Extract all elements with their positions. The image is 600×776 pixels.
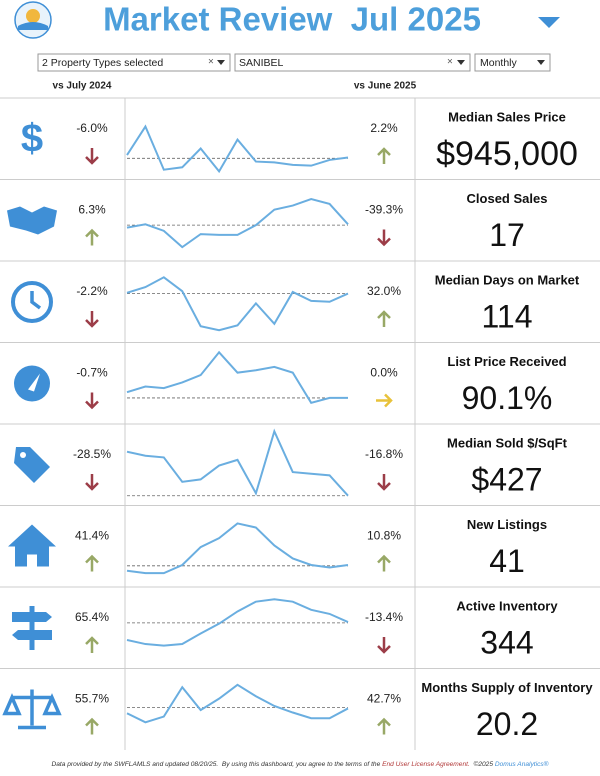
icon-sign-post	[29, 606, 35, 650]
trend-arrow	[85, 474, 99, 491]
metric-label: List Price Received	[447, 354, 566, 369]
logo-sun	[26, 9, 40, 23]
mom-change: 2.2%	[370, 121, 398, 135]
sparkline	[126, 683, 349, 724]
mom-change: -39.3%	[365, 203, 403, 217]
caret	[457, 60, 465, 65]
mom-change: 42.7%	[367, 692, 401, 706]
yoy-change: -0.7%	[76, 366, 108, 380]
icon-gauge	[14, 365, 50, 402]
trend-arrow	[377, 229, 391, 247]
yoy-change: -28.5%	[73, 447, 111, 461]
icon-handshake	[7, 206, 57, 235]
caret	[537, 60, 545, 65]
trend-arrow	[377, 147, 391, 164]
sparkline	[126, 276, 349, 332]
mom-change: -16.8%	[365, 447, 403, 461]
clear[interactable]: ×	[208, 57, 214, 68]
property-filter-text: 2 Property Types selected	[42, 57, 163, 69]
trend-arrow	[376, 393, 393, 408]
metric-value: 41	[489, 543, 525, 579]
sparkline	[126, 350, 348, 404]
icon-house	[8, 524, 56, 567]
mom-header: vs June 2025	[354, 81, 417, 92]
trend-arrow	[85, 636, 99, 653]
yoy-change: 65.4%	[75, 610, 109, 624]
mom-change: 32.0%	[367, 284, 401, 298]
sparkline	[126, 124, 349, 174]
icon-clock-hands	[30, 291, 42, 310]
yoy-change: 41.4%	[75, 529, 109, 543]
footer: Data provided by the SWFLAMLS and update…	[51, 760, 548, 768]
sparkline	[126, 598, 349, 647]
icon-gauge-needle	[28, 373, 40, 392]
metric-label: Median Sold $/SqFt	[447, 435, 568, 450]
mom-change: 0.0%	[370, 366, 398, 380]
trend-arrow	[85, 554, 99, 572]
sparkline	[126, 428, 349, 497]
mom-change: -13.4%	[365, 610, 403, 624]
icon-tag	[14, 447, 50, 483]
icon-sign	[12, 612, 52, 640]
caret	[217, 60, 225, 65]
metric-value: 20.2	[476, 706, 538, 742]
metric-value: 344	[480, 624, 533, 660]
trend-arrow	[377, 637, 391, 654]
area-filter-text: SANIBEL	[239, 57, 284, 69]
trend-arrow	[377, 310, 391, 327]
yoy-change: -6.0%	[76, 121, 108, 135]
property-filter[interactable]	[37, 53, 231, 72]
icon-clock	[11, 281, 53, 323]
metric-label: Median Days on Market	[435, 272, 580, 287]
period-filter-text: Monthly	[480, 57, 518, 69]
sparkline	[126, 198, 349, 249]
icon-tag-hole	[20, 452, 26, 458]
metric-value: 90.1%	[462, 380, 553, 416]
menu-toggle[interactable]	[538, 17, 560, 28]
metric-value: 114	[481, 298, 532, 334]
metric-label: Median Sales Price	[448, 109, 566, 124]
trend-arrow	[85, 148, 99, 165]
mom-change: 10.8%	[367, 529, 401, 543]
trend-arrow	[85, 311, 99, 328]
footer-text: Data provided by the SWFLAMLS and update…	[51, 761, 382, 768]
trend-arrow	[377, 554, 391, 572]
icon-scale	[2, 689, 62, 730]
trend-arrow	[85, 228, 99, 246]
yoy-header: vs July 2024	[53, 81, 112, 92]
metric-label: Closed Sales	[467, 191, 548, 206]
metric-label: Active Inventory	[456, 598, 558, 613]
metric-value: $427	[471, 461, 542, 497]
period-filter[interactable]	[474, 53, 551, 72]
metric-value: $945,000	[436, 135, 578, 173]
yoy-change: 6.3%	[78, 203, 106, 217]
icon-dollar: $	[21, 117, 43, 161]
trend-arrow	[377, 474, 391, 491]
yoy-change: 55.7%	[75, 692, 109, 706]
license-link[interactable]: End User License Agreement.	[382, 761, 470, 768]
metric-label: Months Supply of Inventory	[421, 680, 593, 695]
trend-arrow	[85, 392, 99, 410]
area-filter[interactable]	[234, 53, 471, 72]
metric-label: New Listings	[467, 517, 547, 532]
clear[interactable]: ×	[447, 57, 453, 68]
trend-arrow	[85, 717, 99, 735]
trend-arrow	[377, 717, 391, 735]
sparkline	[126, 522, 349, 575]
brand: Domus Analytics®	[495, 760, 549, 768]
copyright: ©2025	[470, 760, 495, 768]
logo-wave	[18, 22, 48, 30]
yoy-change: -2.2%	[76, 284, 108, 298]
title: Market Review Jul 2025	[103, 1, 481, 38]
metric-value: 17	[489, 217, 525, 253]
